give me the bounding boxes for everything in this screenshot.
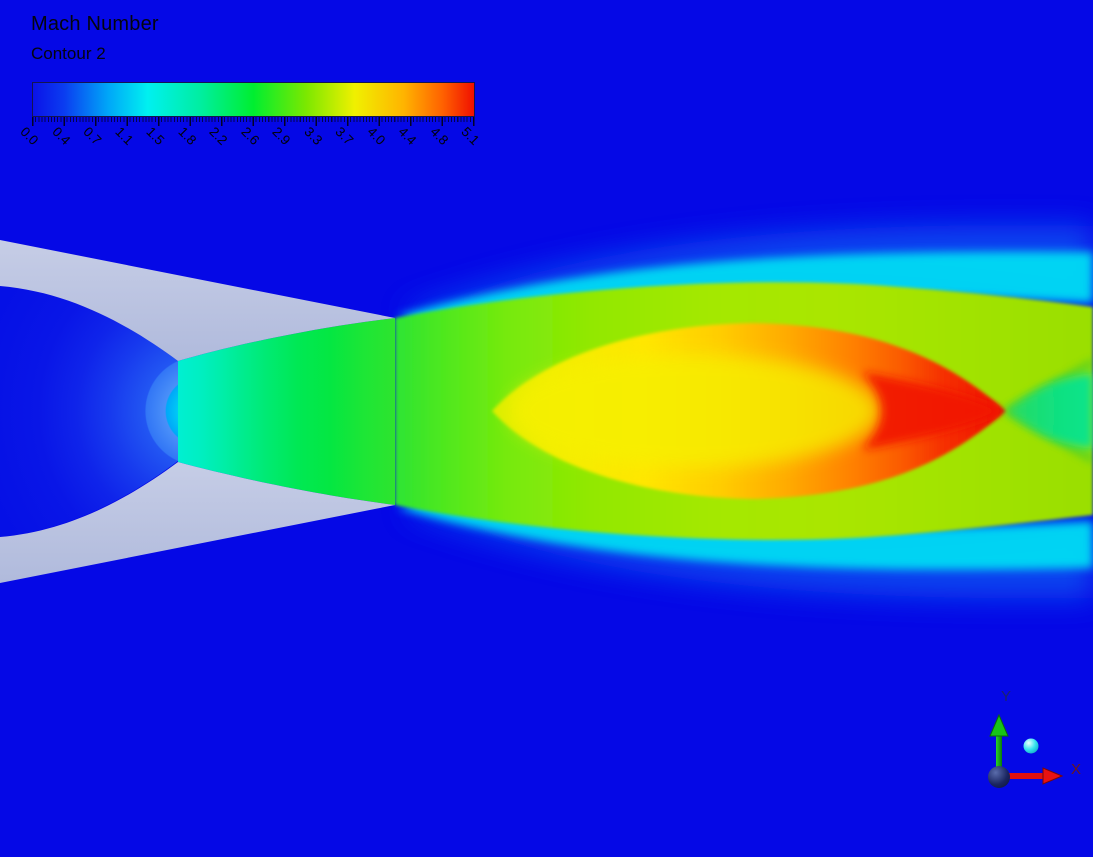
legend-tick-label: 0.4 (48, 124, 73, 148)
chamber-flow (0, 286, 178, 537)
diverging-section-flow (178, 318, 395, 505)
legend-major-ticks (32, 117, 475, 126)
mach-diamond-tip (862, 372, 1002, 450)
legend-subtitle: Contour 2 (31, 44, 106, 63)
legend-tick-label: 2.6 (237, 124, 262, 148)
legend-tick-label: 2.2 (206, 124, 231, 148)
legend-colorbar (32, 82, 475, 117)
y-axis-shaft (996, 733, 1002, 777)
z-axis-ball (1023, 738, 1039, 754)
y-axis-arrowhead (989, 713, 1009, 737)
legend-tick-label: 3.3 (300, 124, 325, 148)
plume-yellow-core (510, 355, 880, 467)
x-axis-label: X (1071, 761, 1081, 778)
legend-tick-label: 1.8 (174, 124, 199, 148)
legend-tick-label: 4.0 (363, 124, 388, 148)
legend-tick-label: 0.7 (80, 124, 105, 148)
legend-tick-label: 3.7 (332, 124, 357, 148)
axis-triad: Y X (988, 688, 1081, 788)
legend-tick-label: 0.0 (17, 124, 42, 148)
legend-tick-label: 4.8 (426, 124, 451, 148)
legend-tick-label: 2.9 (269, 124, 294, 148)
legend-tick-label: 5.1 (458, 124, 483, 148)
legend-tick-label: 4.4 (395, 124, 420, 148)
legend-title: Mach Number (31, 13, 159, 35)
x-axis-arrowhead (1042, 767, 1064, 785)
legend-tick-label: 1.1 (111, 124, 136, 148)
origin-sphere (988, 766, 1010, 788)
x-axis-shaft (1003, 773, 1045, 779)
y-axis-label: Y (1001, 688, 1011, 705)
post-shock-wake (1007, 373, 1093, 449)
legend: Mach Number Contour 2 0.0 0.4 0.7 1.1 1.5 1.8… (0, 0, 520, 180)
legend-tick-label: 1.5 (143, 124, 168, 148)
nozzle-wall-lower (0, 462, 395, 583)
nozzle-wall-upper (0, 240, 395, 361)
